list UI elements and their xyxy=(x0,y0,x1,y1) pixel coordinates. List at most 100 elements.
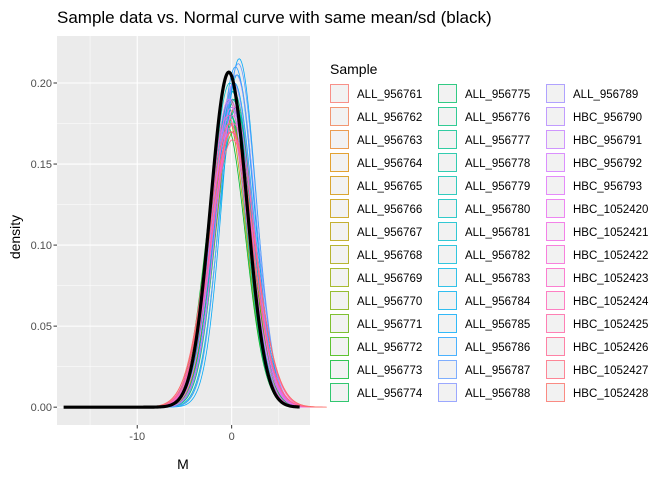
normal-curve xyxy=(62,70,301,409)
legend-key xyxy=(546,130,565,149)
series-layer xyxy=(136,58,327,408)
legend-key xyxy=(546,314,565,333)
y-tick-label: 0.20 xyxy=(31,78,52,90)
legend-key xyxy=(330,199,349,218)
legend-label: ALL_956773 xyxy=(357,365,422,377)
legend-label: ALL_956785 xyxy=(465,319,530,331)
legend-label: HBC_1052424 xyxy=(573,296,649,308)
legend-label: ALL_956779 xyxy=(465,181,530,193)
legend-key xyxy=(546,337,565,356)
legend-key xyxy=(438,130,457,149)
legend-key xyxy=(438,153,457,172)
legend-label: HBC_1052427 xyxy=(573,365,648,377)
legend-key xyxy=(438,84,457,103)
legend-key xyxy=(330,314,349,333)
legend-label: ALL_956765 xyxy=(357,181,422,193)
legend-key xyxy=(330,153,349,172)
legend-label: ALL_956782 xyxy=(465,250,530,262)
legend-label: ALL_956781 xyxy=(465,227,530,239)
legend-key xyxy=(438,268,457,287)
legend-label: ALL_956763 xyxy=(357,135,422,147)
y-axis-title: density xyxy=(7,215,23,259)
legend-key xyxy=(438,245,457,264)
axis-ticks: -10 0 0.00 0.05 0.10 0.15 0.20 xyxy=(31,78,235,443)
legend-label: HBC_956791 xyxy=(573,135,642,147)
legend-key xyxy=(438,176,457,195)
legend-label: HBC_1052425 xyxy=(573,319,648,331)
x-tick-label: -10 xyxy=(129,431,145,443)
x-tick-label: 0 xyxy=(229,431,235,443)
legend-label: ALL_956778 xyxy=(465,158,530,170)
legend-label: ALL_956767 xyxy=(357,227,422,239)
legend-label: HBC_1052428 xyxy=(573,388,648,400)
legend-key xyxy=(330,245,349,264)
legend-label: ALL_956775 xyxy=(465,89,530,101)
legend-key xyxy=(546,84,565,103)
y-tick-label: 0.00 xyxy=(31,402,52,414)
legend-key xyxy=(546,268,565,287)
y-tick-label: 0.10 xyxy=(31,240,52,252)
legend-key xyxy=(330,130,349,149)
y-tick-label: 0.05 xyxy=(31,321,52,333)
legend-label: ALL_956761 xyxy=(357,89,422,101)
legend-key xyxy=(330,84,349,103)
legend-key xyxy=(438,291,457,310)
legend-label: ALL_956788 xyxy=(465,388,530,400)
legend-label: ALL_956780 xyxy=(465,204,530,216)
x-axis-title: M xyxy=(177,456,189,472)
legend-label: ALL_956783 xyxy=(465,273,530,285)
legend-label: ALL_956768 xyxy=(357,250,422,262)
legend-key xyxy=(546,360,565,379)
legend-key xyxy=(546,383,565,402)
legend-label: ALL_956789 xyxy=(573,89,638,101)
legend-key xyxy=(438,383,457,402)
legend-key xyxy=(438,360,457,379)
legend-label: HBC_1052420 xyxy=(573,204,648,216)
legend-label: ALL_956769 xyxy=(357,273,422,285)
legend-label: ALL_956777 xyxy=(465,135,530,147)
legend-key xyxy=(330,268,349,287)
legend-key xyxy=(330,383,349,402)
legend-label: ALL_956786 xyxy=(465,342,530,354)
plot-panel xyxy=(57,36,310,425)
legend-key xyxy=(330,291,349,310)
legend-key xyxy=(330,107,349,126)
series-line xyxy=(155,106,314,408)
series-line xyxy=(159,98,310,408)
legend-label: ALL_956772 xyxy=(357,342,422,354)
legend-label: HBC_1052426 xyxy=(573,342,648,354)
legend-title: Sample xyxy=(330,61,378,77)
legend-key xyxy=(546,176,565,195)
legend-key xyxy=(438,222,457,241)
legend-label: ALL_956770 xyxy=(357,296,422,308)
legend-label: ALL_956776 xyxy=(465,112,530,124)
legend-key xyxy=(438,107,457,126)
legend-key xyxy=(546,199,565,218)
legend-key xyxy=(330,176,349,195)
legend-label: HBC_1052423 xyxy=(573,273,648,285)
chart-title: Sample data vs. Normal curve with same m… xyxy=(57,8,492,27)
normal-curve-layer xyxy=(62,70,301,409)
legend-key xyxy=(438,314,457,333)
legend-key xyxy=(546,245,565,264)
legend-key xyxy=(330,222,349,241)
legend-label: ALL_956764 xyxy=(357,158,423,170)
series-line xyxy=(144,114,312,408)
legend-label: HBC_956790 xyxy=(573,112,642,124)
legend-key xyxy=(546,291,565,310)
legend-key xyxy=(330,337,349,356)
y-tick-label: 0.15 xyxy=(31,159,52,171)
legend-key xyxy=(546,153,565,172)
legend-label: ALL_956766 xyxy=(357,204,422,216)
legend-label: ALL_956787 xyxy=(465,365,530,377)
legend-label: ALL_956771 xyxy=(357,319,422,331)
series-line xyxy=(144,123,323,408)
legend-label: ALL_956784 xyxy=(465,296,531,308)
legend-key xyxy=(546,222,565,241)
legend-key xyxy=(438,337,457,356)
legend-label: HBC_1052421 xyxy=(573,227,648,239)
legend: ALL_956761 ALL_956762 ALL_956763 ALL_956764… xyxy=(330,84,649,402)
legend-key xyxy=(330,360,349,379)
legend-label: HBC_956792 xyxy=(573,158,642,170)
